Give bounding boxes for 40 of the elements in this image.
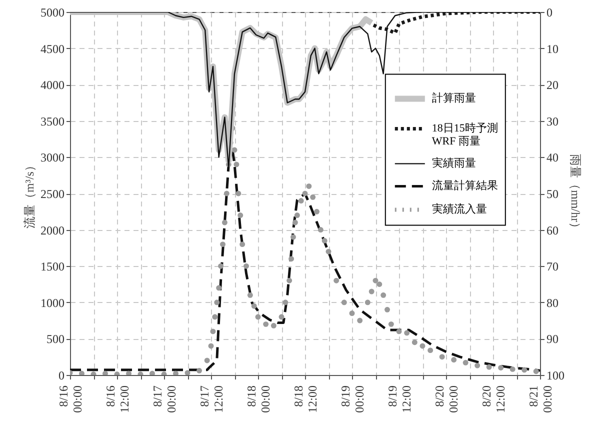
y2-tick-label: 80 bbox=[546, 296, 558, 310]
x-tick-label: 8/16 00:00 bbox=[56, 386, 84, 413]
x-tick-label: 8/16 12:00 bbox=[104, 386, 132, 413]
y2-tick-label: 100 bbox=[546, 368, 564, 382]
y2-tick-label: 20 bbox=[546, 78, 558, 92]
x-tick-label: 8/18 12:00 bbox=[292, 386, 320, 413]
y-tick-label: 3000 bbox=[40, 150, 64, 165]
y2-axis-title: 雨量（mm/hr） bbox=[568, 154, 582, 234]
x-tick-label: 8/19 12:00 bbox=[386, 386, 414, 413]
x-tick-label: 8/20 00:00 bbox=[432, 386, 460, 413]
y2-tick-label: 30 bbox=[546, 114, 558, 128]
y2-tick-label: 60 bbox=[546, 223, 558, 238]
y-tick-label: 1000 bbox=[40, 296, 64, 310]
legend-label: 18日15時予測 WRF 雨量 bbox=[432, 122, 498, 148]
y2-tick-label: 40 bbox=[546, 150, 558, 165]
y-tick-label: 4500 bbox=[40, 42, 64, 56]
y-tick-label: 4000 bbox=[40, 78, 64, 92]
legend-label: 計算雨量 bbox=[432, 92, 476, 105]
y2-tick-label: 0 bbox=[546, 6, 552, 20]
x-tick-label: 8/20 12:00 bbox=[480, 386, 508, 413]
y2-tick-label: 10 bbox=[546, 42, 558, 56]
x-tick-label: 8/21 00:00 bbox=[526, 386, 554, 413]
legend-label: 流量計算結果 bbox=[432, 179, 498, 192]
legend-label: 実績雨量 bbox=[432, 156, 476, 170]
y-tick-label: 500 bbox=[46, 332, 64, 346]
x-tick-label: 8/17 12:00 bbox=[198, 386, 226, 413]
y2-tick-label: 70 bbox=[546, 260, 558, 274]
y-tick-label: 3500 bbox=[40, 114, 64, 128]
x-tick-label: 8/17 00:00 bbox=[150, 386, 178, 413]
y-tick-label: 0 bbox=[58, 368, 64, 382]
y2-tick-label: 90 bbox=[546, 332, 558, 346]
y-tick-label: 1500 bbox=[40, 260, 64, 274]
y-axis-title: 流量（m³/s） bbox=[22, 160, 36, 228]
legend-label: 実績流入量 bbox=[432, 202, 487, 216]
y-tick-label: 5000 bbox=[40, 6, 64, 20]
x-tick-label: 8/18 00:00 bbox=[244, 386, 272, 413]
y-tick-label: 2500 bbox=[40, 187, 64, 201]
x-tick-label: 8/19 00:00 bbox=[338, 386, 366, 413]
y2-tick-label: 50 bbox=[546, 187, 558, 201]
y-tick-label: 2000 bbox=[40, 223, 64, 238]
